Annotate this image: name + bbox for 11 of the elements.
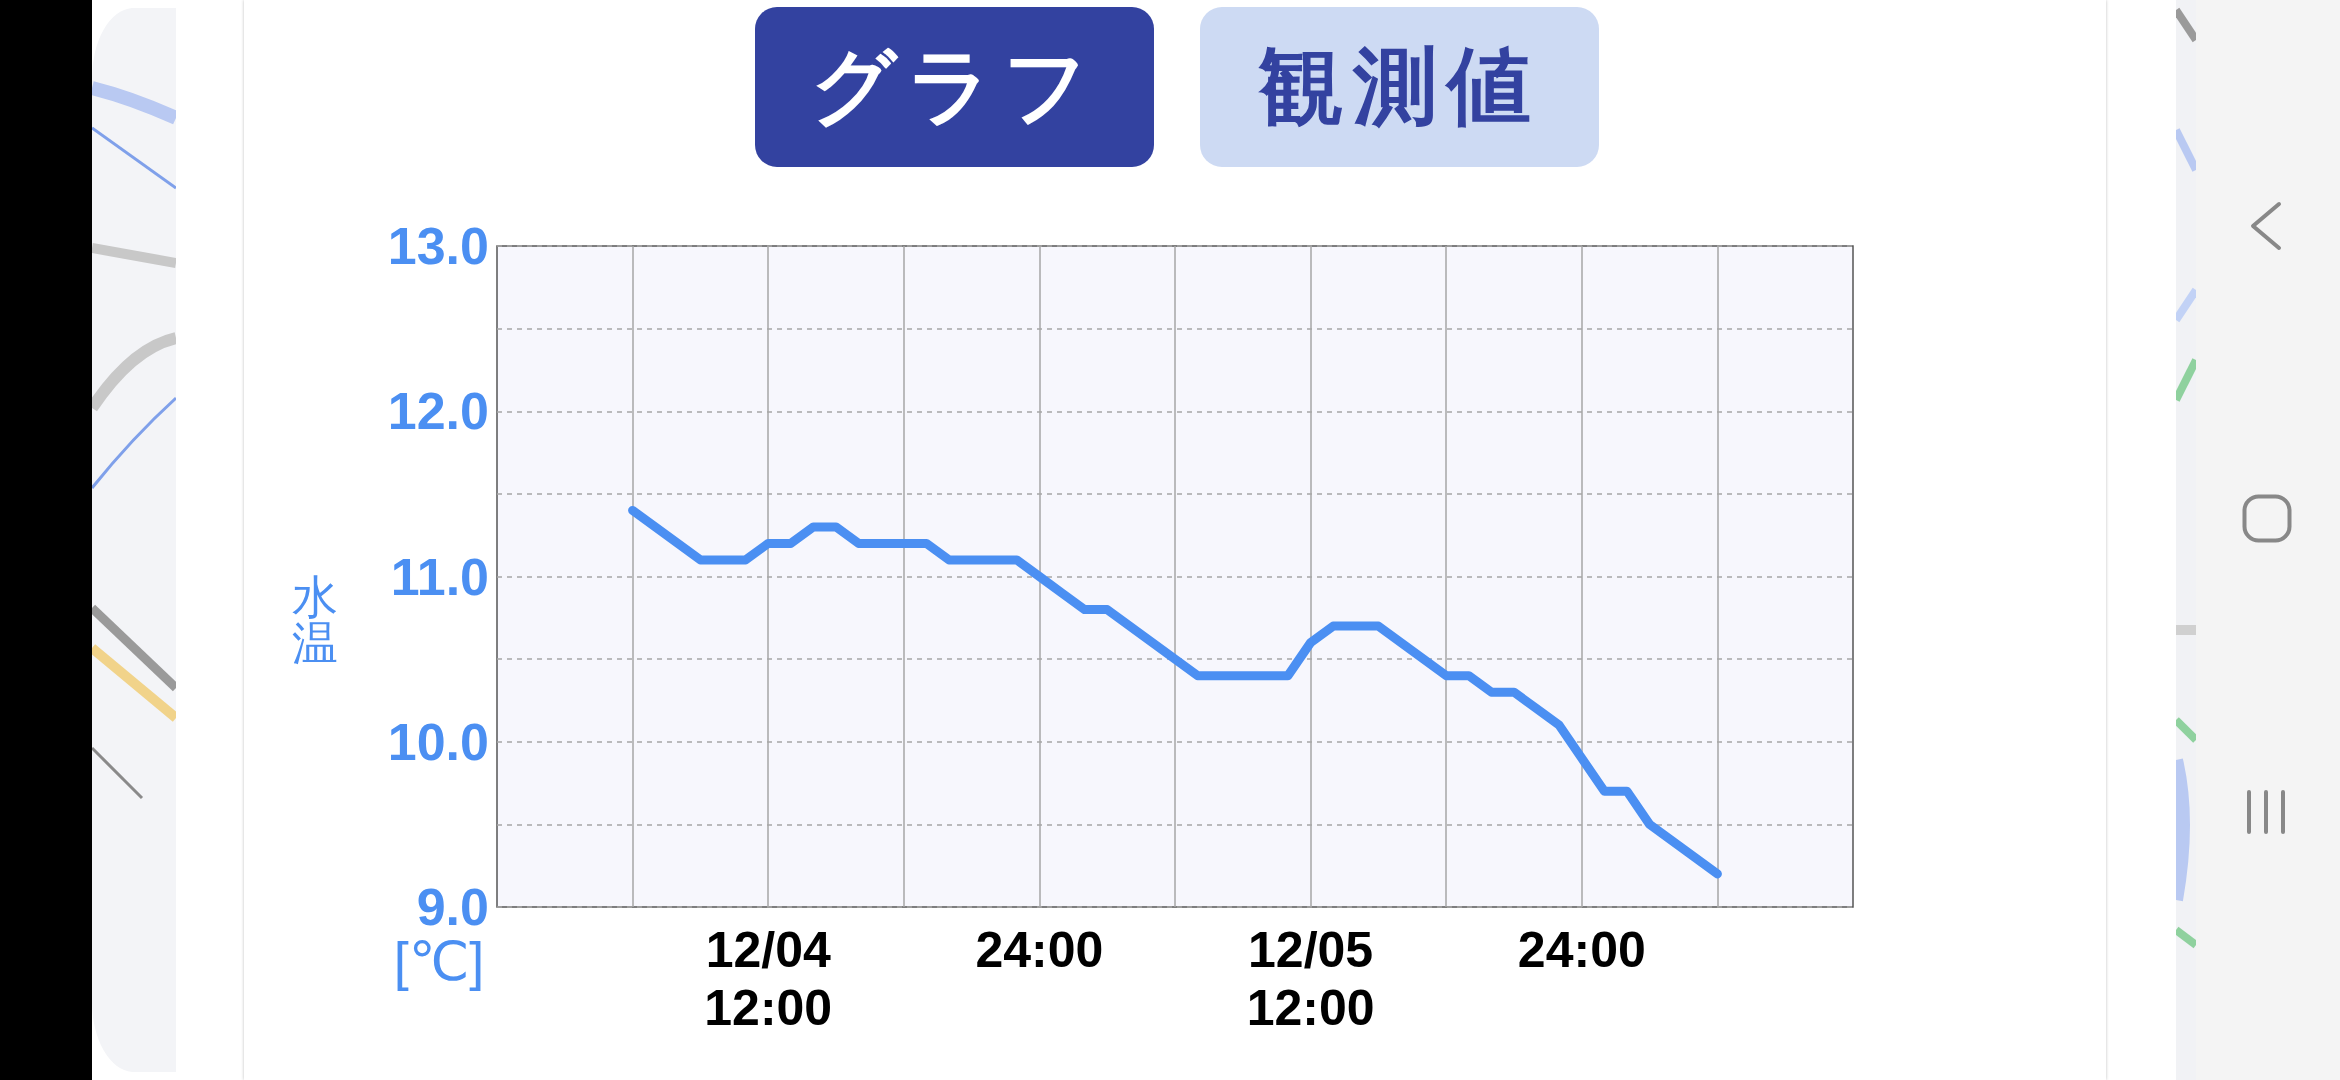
x-tick-label: 24:00	[1517, 922, 1646, 978]
x-tick-label: 24:00	[975, 922, 1104, 978]
y-axis-title: 水温	[291, 571, 339, 669]
y-tick-label: 13.0	[387, 217, 489, 275]
observation-tab[interactable]: 観測値	[1200, 7, 1599, 167]
y-tick-label: 12.0	[387, 382, 489, 441]
x-tick-label: 12/04 12:00	[704, 922, 833, 1036]
y-tick-label: 11.0	[390, 547, 489, 606]
graph-tab[interactable]: グラフ	[755, 7, 1154, 167]
y-tick-label: 10.0	[387, 712, 489, 771]
x-tick-label: 12/05 12:00	[1246, 922, 1375, 1036]
